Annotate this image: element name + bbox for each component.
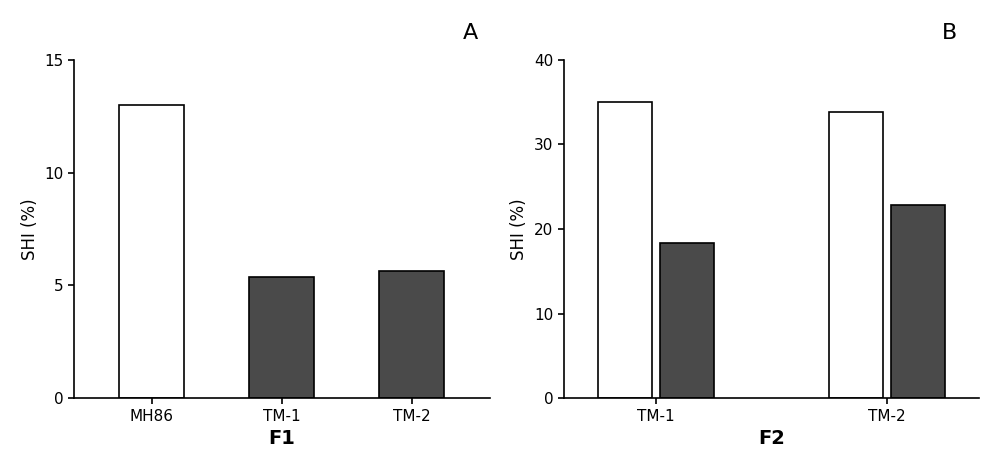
Bar — [891, 205, 945, 398]
X-axis label: F1: F1 — [268, 429, 295, 448]
Y-axis label: SHI (%): SHI (%) — [510, 198, 528, 260]
Bar — [660, 243, 714, 398]
Y-axis label: SHI (%): SHI (%) — [21, 198, 39, 260]
Bar — [379, 271, 444, 398]
X-axis label: F2: F2 — [758, 429, 785, 448]
Bar — [829, 112, 883, 398]
Bar — [598, 102, 652, 398]
Text: A: A — [462, 23, 478, 44]
Text: B: B — [942, 23, 958, 44]
Bar — [249, 278, 314, 398]
Bar — [119, 105, 184, 398]
